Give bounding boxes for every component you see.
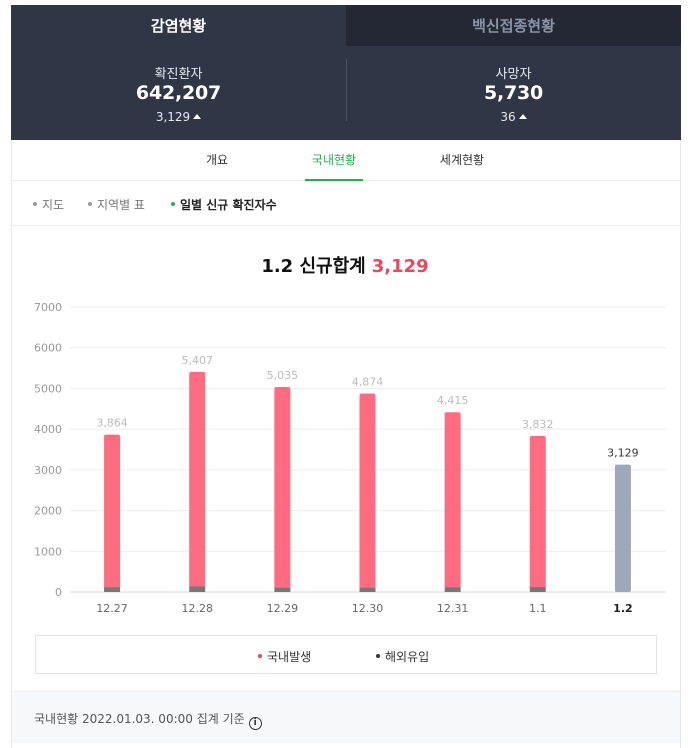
confirmed-value: 642,207: [135, 82, 222, 104]
y-tick-label: 2000: [34, 505, 62, 518]
daily-cases-chart: 0 1000 2000 3000 4000 5000 6000 7000 3,864 12.27 5…: [34, 301, 666, 615]
tab-infection-status[interactable]: 감염현황: [11, 5, 346, 46]
bar-imported: [104, 587, 121, 592]
subtab-overview[interactable]: 개요: [205, 153, 229, 167]
tab-vaccination-status[interactable]: 백신접종현황: [346, 5, 681, 46]
data-label: 4,874: [352, 376, 384, 389]
confirmed-delta-value: 3,129: [155, 110, 191, 124]
bar-domestic: [274, 387, 291, 590]
filter-map[interactable]: 지도: [33, 196, 64, 213]
legend-domestic-swatch: [258, 654, 262, 658]
bar-imported: [359, 587, 376, 592]
bar-domestic: [104, 434, 121, 590]
chart-title-text: 신규합계: [299, 256, 366, 277]
data-label: 4,415: [437, 394, 469, 407]
deaths-value: 5,730: [483, 82, 544, 104]
legend-domestic[interactable]: 국내발생: [258, 648, 311, 665]
y-tick-label: 5000: [34, 382, 62, 395]
bar-domestic: [189, 371, 206, 589]
bar-domestic: [444, 412, 461, 590]
bullet-icon: [88, 202, 92, 206]
confirmed-label: 확진환자: [154, 67, 203, 82]
y-tick-label: 0: [55, 586, 62, 599]
filter-daily-new-label: 일별 신규 확진자수: [180, 198, 277, 212]
chart-title-total: 3,129: [371, 256, 429, 277]
chart-title: 1.2 신규합계 3,129: [0, 252, 690, 278]
y-tick-label: 1000: [34, 545, 62, 558]
stat-divider: [346, 59, 347, 121]
confirmed-delta: 3,129: [11, 110, 346, 124]
x-tick-label: 1.2: [613, 602, 633, 615]
y-tick-label: 4000: [34, 423, 62, 436]
confirmed-stat: 확진환자 642,207 3,129: [11, 46, 346, 140]
sub-tabs: 개요 국내현황 세계현황: [11, 140, 681, 181]
bar-imported: [529, 587, 546, 592]
bar-imported: [189, 586, 206, 592]
filter-region-table-label: 지역별 표: [97, 198, 145, 212]
legend-domestic-label: 국내발생: [267, 650, 312, 664]
x-tick-label: 1.1: [529, 602, 547, 615]
up-arrow-icon: [518, 114, 527, 119]
legend-imported[interactable]: 해외유입: [376, 648, 429, 665]
deaths-delta: 36: [346, 110, 681, 124]
data-label: 3,832: [522, 418, 554, 431]
subtab-domestic[interactable]: 국내현황: [311, 153, 357, 167]
x-tick-label: 12.31: [437, 602, 469, 615]
filter-region-table[interactable]: 지역별 표: [88, 196, 145, 213]
main-tabs: 감염현황 백신접종현황: [11, 5, 681, 46]
data-label: 5,407: [181, 354, 213, 367]
deaths-label: 사망자: [495, 67, 532, 82]
subtab-world[interactable]: 세계현황: [439, 153, 485, 167]
bar-imported: [274, 587, 291, 592]
data-label: 5,035: [267, 369, 299, 382]
filter-map-label: 지도: [42, 198, 65, 212]
legend-imported-label: 해외유입: [385, 650, 430, 664]
data-label: 3,864: [96, 417, 128, 430]
filter-daily-new[interactable]: 일별 신규 확진자수: [171, 196, 277, 213]
x-tick-label: 12.28: [181, 602, 213, 615]
bar-domestic: [529, 435, 546, 590]
deaths-stat: 사망자 5,730 36: [346, 46, 681, 140]
x-tick-label: 12.27: [96, 602, 128, 615]
bar-domestic: [359, 393, 376, 590]
bar-today: [614, 464, 631, 592]
footer-timestamp: 국내현황 2022.01.03. 00:00 집계 기준: [34, 712, 245, 726]
bullet-icon: [33, 202, 37, 206]
info-icon[interactable]: i: [248, 717, 262, 730]
x-tick-label: 12.29: [267, 602, 299, 615]
up-arrow-icon: [193, 114, 202, 119]
data-label: 3,129: [607, 447, 639, 460]
y-tick-label: 7000: [34, 301, 62, 314]
bar-imported: [444, 587, 461, 592]
bullet-icon: [171, 202, 175, 206]
chart-legend: 국내발생 해외유입: [35, 635, 657, 674]
y-tick-label: 3000: [34, 464, 62, 477]
chart-title-date: 1.2: [261, 256, 294, 277]
card-border: [11, 140, 12, 748]
summary-panel: 감염현황 백신접종현황 확진환자 642,207 3,129 사망자 5,730…: [11, 5, 681, 140]
footer-text: 국내현황 2022.01.03. 00:00 집계 기준 i: [34, 710, 262, 730]
footer-note: 국내현황 2022.01.03. 00:00 집계 기준 i: [12, 691, 680, 743]
x-tick-label: 12.30: [352, 602, 384, 615]
card-border: [680, 140, 681, 748]
deaths-delta-value: 36: [500, 110, 516, 124]
y-tick-label: 6000: [34, 342, 62, 355]
legend-imported-swatch: [376, 654, 380, 658]
active-tab-underline: [305, 179, 363, 181]
view-filters: 지도 지역별 표 일별 신규 확진자수: [11, 182, 681, 226]
